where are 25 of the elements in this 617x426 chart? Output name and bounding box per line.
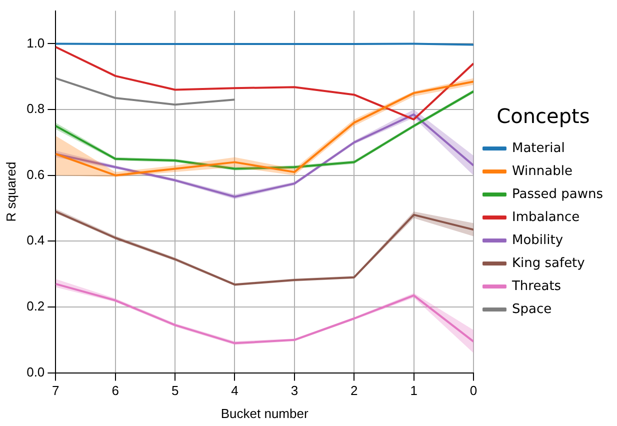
x-tick-label: 5 [171,383,179,398]
legend-title: Concepts [496,104,590,128]
x-tick-label: 4 [231,383,238,398]
y-tick-label: 0.0 [26,364,45,380]
x-tick-label: 3 [290,383,298,398]
y-tick-label: 0.4 [26,232,45,248]
x-tick-label: 1 [410,383,418,398]
y-tick-label: 0.6 [26,166,45,182]
legend-label: Material [512,140,565,156]
legend-label: Imbalance [512,210,580,225]
x-tick-label: 6 [112,383,119,398]
y-tick-label: 1.0 [26,35,45,50]
x-tick-label: 7 [52,383,60,398]
y-axis-title: R squared [3,162,18,222]
x-axis-title: Bucket number [220,406,309,421]
legend-label: Passed pawns [512,186,604,202]
y-tick-label: 0.2 [26,298,45,314]
legend-label: Space [512,302,552,317]
x-tick-label: 0 [470,383,478,398]
legend-label: Winnable [512,164,572,179]
x-tick-label: 2 [350,383,358,398]
legend-label: Mobility [512,232,564,248]
legend-label: King safety [512,256,586,271]
y-tick-label: 0.8 [26,101,45,116]
legend-label: Threats [510,278,562,294]
